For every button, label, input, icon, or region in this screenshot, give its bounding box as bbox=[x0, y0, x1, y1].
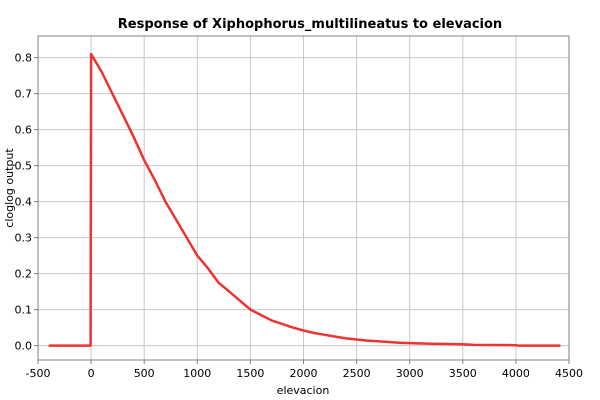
y-tick-label: 0.0 bbox=[15, 340, 33, 353]
y-tick-label: 0.6 bbox=[15, 124, 33, 137]
x-tick-label: 500 bbox=[134, 367, 155, 380]
x-tick-label: -500 bbox=[26, 367, 51, 380]
series-layer bbox=[48, 52, 561, 347]
x-tick-label: 0 bbox=[88, 367, 95, 380]
y-tick-label: 0.1 bbox=[15, 304, 33, 317]
x-tick-label: 1500 bbox=[236, 367, 264, 380]
x-tick-label: 2000 bbox=[290, 367, 318, 380]
x-tick-label: 1000 bbox=[183, 367, 211, 380]
y-tick-label: 0.5 bbox=[15, 160, 33, 173]
response-curve bbox=[48, 52, 561, 347]
x-axis-label: elevacion bbox=[277, 384, 330, 397]
x-axis-ticks: -500 0 500 1000 1500 2000 2500 3000 3500 4000 4500 bbox=[26, 360, 583, 380]
x-tick-label: 2500 bbox=[343, 367, 371, 380]
y-axis-label: cloglog output bbox=[3, 148, 16, 228]
grid-lines bbox=[37, 36, 570, 360]
x-tick-label: 3000 bbox=[396, 367, 424, 380]
x-tick-label: 4500 bbox=[555, 367, 583, 380]
y-tick-label: 0.8 bbox=[15, 52, 33, 65]
chart-title: Response of Xiphophorus_multilineatus to… bbox=[118, 17, 502, 32]
y-tick-label: 0.3 bbox=[15, 232, 33, 245]
y-axis-ticks: 0.0 0.1 0.2 0.3 0.4 0.5 0.6 0.7 0.8 bbox=[15, 52, 38, 353]
y-tick-label: 0.7 bbox=[15, 88, 33, 101]
x-tick-label: 3500 bbox=[449, 367, 477, 380]
x-tick-label: 4000 bbox=[502, 367, 530, 380]
y-tick-label: 0.2 bbox=[15, 268, 33, 281]
y-tick-label: 0.4 bbox=[15, 196, 33, 209]
